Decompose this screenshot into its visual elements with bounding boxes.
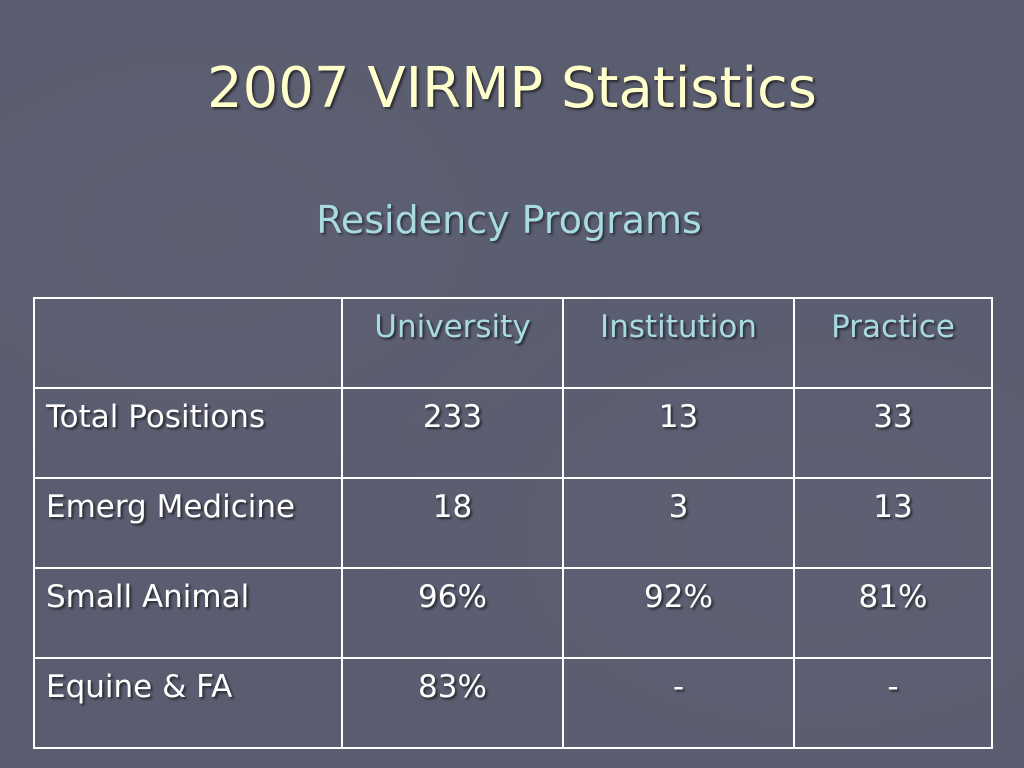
slide-subtitle: Residency Programs	[316, 198, 702, 242]
table-row: Total Positions 233 13 33	[33, 387, 993, 479]
table-row: Emerg Medicine 18 3 13	[33, 477, 993, 569]
table-cell: 13	[562, 387, 795, 479]
table-cell: -	[793, 657, 993, 749]
table-cell: 96%	[341, 567, 564, 659]
table-cell: -	[562, 657, 795, 749]
table-cell: 92%	[562, 567, 795, 659]
slide-title: 2007 VIRMP Statistics	[207, 56, 817, 121]
column-header-university: University	[341, 297, 564, 389]
table-corner-cell	[33, 297, 343, 389]
table-cell: 233	[341, 387, 564, 479]
table-row: Small Animal 96% 92% 81%	[33, 567, 993, 659]
row-label: Emerg Medicine	[33, 477, 343, 569]
table-cell: 81%	[793, 567, 993, 659]
table-row: Equine & FA 83% - -	[33, 657, 993, 749]
table-cell: 18	[341, 477, 564, 569]
row-label: Equine & FA	[33, 657, 343, 749]
statistics-table: University Institution Practice Total Po…	[33, 297, 993, 749]
column-header-institution: Institution	[562, 297, 795, 389]
row-label: Small Animal	[33, 567, 343, 659]
table-cell: 13	[793, 477, 993, 569]
column-header-practice: Practice	[793, 297, 993, 389]
row-label: Total Positions	[33, 387, 343, 479]
table-cell: 33	[793, 387, 993, 479]
table-cell: 3	[562, 477, 795, 569]
table-cell: 83%	[341, 657, 564, 749]
table-header-row: University Institution Practice	[33, 297, 993, 389]
